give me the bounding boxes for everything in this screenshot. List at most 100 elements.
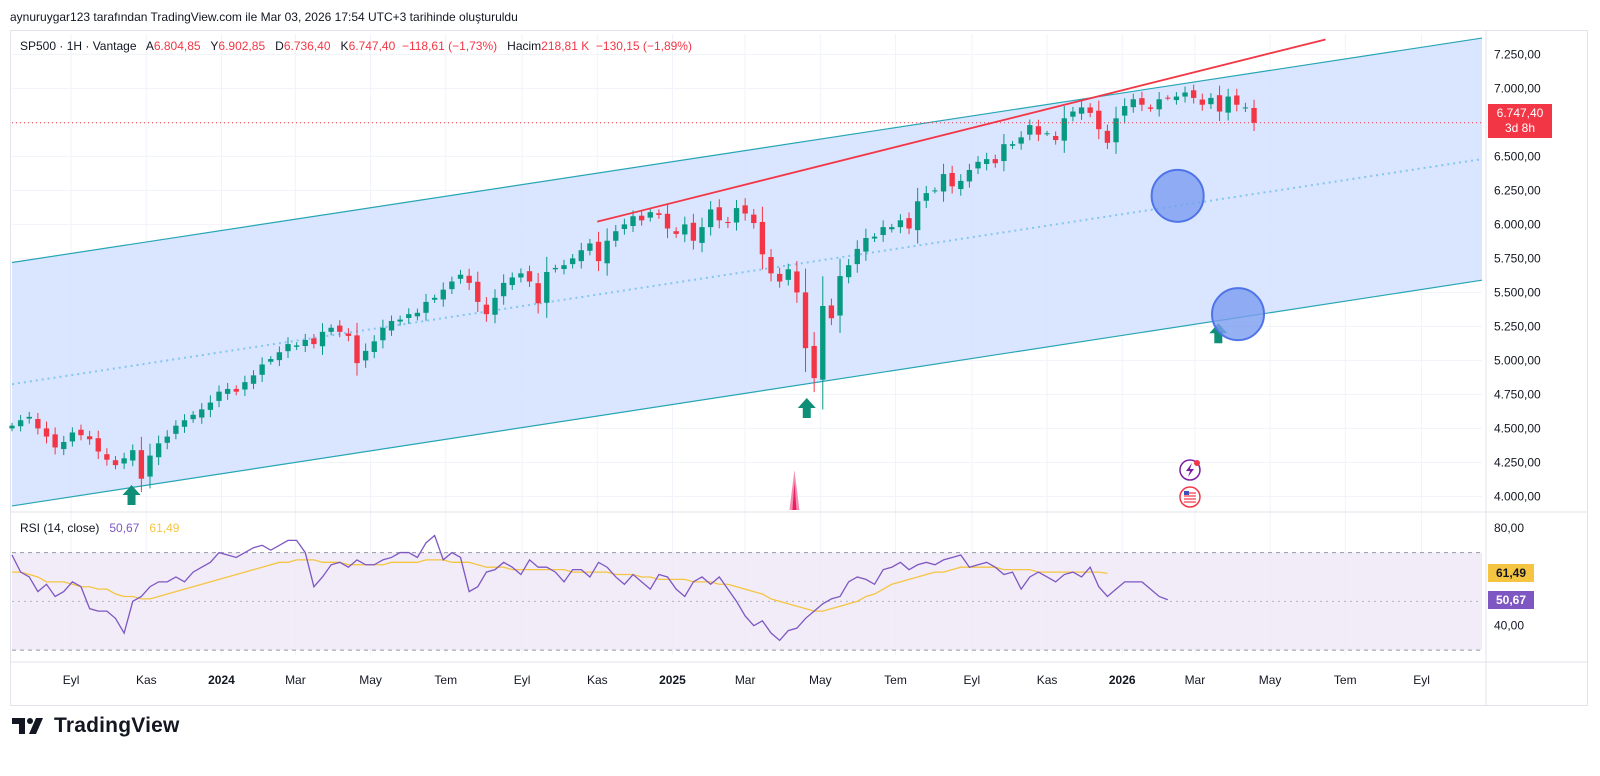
candle-body	[561, 265, 567, 270]
time-tick-label: May	[809, 673, 832, 687]
candle-body	[17, 420, 24, 427]
candle	[1165, 95, 1171, 101]
time-tick-label: 2024	[208, 673, 235, 687]
candle	[949, 165, 955, 194]
tradingview-brand[interactable]: TradingView	[12, 714, 180, 738]
candle-body	[759, 221, 766, 255]
candle-body	[897, 220, 904, 228]
candle-body	[1225, 96, 1231, 113]
candle-body	[1087, 107, 1093, 113]
rsi-tick-label: 80,00	[1494, 521, 1524, 535]
candle-body	[311, 338, 317, 345]
candle-body	[940, 174, 947, 192]
chart-canvas[interactable]: 4.000,00 4.250,00 4.500,00 4.750,00 5.000,00…	[0, 0, 1600, 706]
candle-body	[837, 276, 843, 316]
rsi-tick-label: 40,00	[1494, 619, 1524, 633]
candle-body	[1113, 118, 1119, 143]
candle	[1182, 86, 1188, 103]
legend-low: 6.736,40	[283, 39, 331, 53]
candle	[61, 435, 67, 456]
candle-body	[207, 402, 214, 410]
candle-body	[656, 213, 662, 215]
lightning-glyph-icon	[1185, 463, 1194, 477]
candle	[328, 324, 334, 336]
candle-body	[975, 161, 981, 169]
legend-volume-change: −130,15 (−1,89%)	[595, 39, 692, 53]
event-spike-icon	[792, 482, 797, 510]
candle	[1027, 119, 1033, 141]
notification-dot-icon	[1193, 460, 1200, 466]
candle-body	[1001, 144, 1007, 162]
candle	[121, 452, 127, 470]
candle	[17, 415, 24, 432]
candle	[380, 319, 386, 349]
candle-body	[1216, 95, 1223, 112]
time-tick-label: Eyl	[1413, 673, 1430, 687]
price-tick-label: 4.500,00	[1494, 421, 1541, 435]
candle	[1251, 99, 1257, 132]
target-circle	[1150, 168, 1205, 223]
candle	[630, 210, 636, 232]
candle	[595, 231, 602, 272]
candle	[983, 152, 990, 171]
candle	[371, 335, 377, 359]
candle-body	[431, 297, 438, 300]
candle-body	[613, 231, 619, 241]
candle	[423, 293, 429, 321]
candle-body	[380, 327, 386, 341]
candle	[1242, 102, 1249, 113]
candle-body	[388, 320, 395, 331]
candle	[509, 272, 515, 291]
candle	[293, 342, 300, 351]
candle-body	[699, 227, 705, 243]
candle-body	[78, 429, 84, 436]
time-tick-label: Kas	[136, 673, 157, 687]
candle-body	[802, 292, 809, 349]
candle-body	[509, 277, 515, 286]
rsi-layer	[11, 534, 1482, 651]
candle-body	[845, 265, 852, 278]
candle-body	[958, 180, 964, 190]
legend-change: −118,61 (−1,73%)	[401, 39, 498, 53]
candle-body	[1044, 133, 1050, 135]
candle-body	[1190, 90, 1197, 98]
candle-body	[923, 193, 929, 201]
candle	[1130, 93, 1136, 113]
candle-body	[276, 352, 283, 361]
us-flag-event-icon	[1179, 486, 1201, 508]
price-tick-label: 6.000,00	[1494, 217, 1541, 231]
candle	[276, 346, 283, 367]
candle-body	[1234, 95, 1240, 105]
candle	[1001, 133, 1007, 172]
candle	[112, 456, 119, 470]
candle	[397, 315, 403, 326]
candle	[164, 430, 170, 450]
candle	[1009, 140, 1016, 150]
candle-body	[854, 248, 860, 265]
chart-caption: aynuruygar123 tarafından TradingView.com…	[10, 10, 518, 24]
candle-body	[112, 460, 119, 466]
candle-body	[138, 450, 145, 479]
candle-body	[914, 201, 921, 231]
candle-body	[43, 428, 50, 437]
rsi-legend-value: 50,67	[109, 521, 140, 535]
brand-name: TradingView	[54, 714, 180, 737]
candle	[837, 258, 843, 333]
price-tick-label: 5.750,00	[1494, 251, 1541, 265]
candle	[1113, 106, 1119, 154]
candle-body	[544, 272, 550, 303]
candle	[1061, 106, 1067, 153]
candle-body	[647, 212, 653, 218]
candle	[1139, 91, 1145, 112]
candle	[638, 210, 645, 226]
candle	[500, 274, 507, 305]
candle-body	[1052, 136, 1059, 141]
candle-body	[319, 331, 326, 347]
price-tick-label: 7.000,00	[1494, 81, 1541, 95]
rsi-legend-ma: 61,49	[149, 521, 180, 535]
price-tick-label: 6.250,00	[1494, 183, 1541, 197]
candle	[354, 322, 360, 376]
candle-body	[242, 382, 248, 390]
candle-body	[526, 271, 533, 282]
candle-body	[423, 301, 429, 313]
